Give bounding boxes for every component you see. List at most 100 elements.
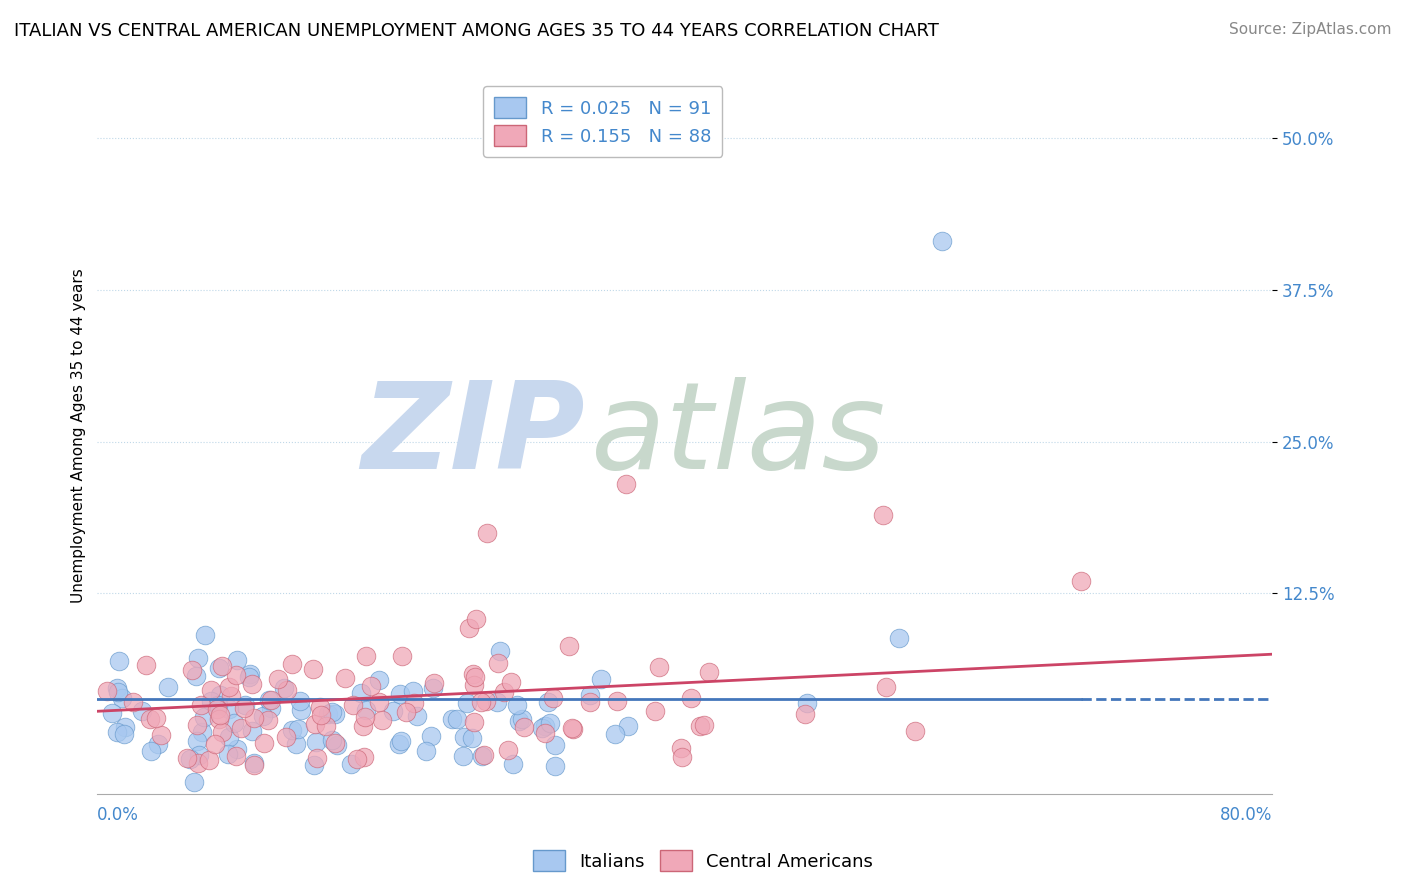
Point: [139, 712, 162, 726]
Point: [186, 669, 208, 683]
Point: [441, 712, 464, 726]
Point: [302, 662, 325, 676]
Point: [446, 712, 468, 726]
Point: [510, 712, 533, 726]
Point: [110, 691, 132, 706]
Y-axis label: Unemployment Among Ages 35 to 44 years: Unemployment Among Ages 35 to 44 years: [72, 268, 86, 603]
Point: [190, 698, 212, 713]
Text: 0.0%: 0.0%: [97, 806, 139, 824]
Point: [208, 689, 231, 703]
Text: ITALIAN VS CENTRAL AMERICAN UNEMPLOYMENT AMONG AGES 35 TO 44 YEARS CORRELATION C: ITALIAN VS CENTRAL AMERICAN UNEMPLOYMENT…: [14, 22, 939, 40]
Point: [644, 704, 666, 718]
Point: [589, 673, 612, 687]
Point: [499, 674, 522, 689]
Point: [131, 704, 153, 718]
Point: [533, 725, 555, 739]
Point: [494, 685, 516, 699]
Point: [112, 727, 135, 741]
Point: [179, 751, 201, 765]
Point: [463, 715, 485, 730]
Point: [187, 756, 209, 770]
Point: [872, 508, 894, 522]
Point: [461, 731, 484, 745]
Point: [217, 747, 239, 761]
Point: [101, 706, 124, 721]
Point: [208, 708, 231, 723]
Point: [145, 711, 167, 725]
Point: [135, 657, 157, 672]
Point: [191, 725, 214, 739]
Point: [506, 698, 529, 712]
Point: [200, 682, 222, 697]
Point: [240, 677, 263, 691]
Point: [273, 681, 295, 695]
Legend: R = 0.025   N = 91, R = 0.155   N = 88: R = 0.025 N = 91, R = 0.155 N = 88: [484, 87, 723, 157]
Point: [360, 679, 382, 693]
Point: [187, 651, 209, 665]
Point: [323, 736, 346, 750]
Point: [305, 734, 328, 748]
Legend: Italians, Central Americans: Italians, Central Americans: [526, 843, 880, 879]
Point: [371, 713, 394, 727]
Point: [354, 710, 377, 724]
Point: [614, 477, 637, 491]
Text: atlas: atlas: [591, 377, 886, 494]
Point: [887, 632, 910, 646]
Point: [276, 682, 298, 697]
Point: [148, 737, 170, 751]
Point: [353, 750, 375, 764]
Point: [562, 722, 585, 736]
Point: [603, 727, 626, 741]
Point: [368, 695, 391, 709]
Point: [290, 694, 312, 708]
Point: [502, 756, 524, 771]
Point: [342, 698, 364, 712]
Point: [451, 749, 474, 764]
Point: [423, 676, 446, 690]
Point: [285, 737, 308, 751]
Point: [1070, 574, 1092, 589]
Point: [931, 235, 953, 249]
Point: [796, 696, 818, 710]
Point: [157, 681, 180, 695]
Point: [904, 723, 927, 738]
Point: [225, 653, 247, 667]
Point: [422, 681, 444, 695]
Point: [486, 656, 509, 670]
Point: [381, 705, 404, 719]
Point: [472, 747, 495, 762]
Point: [252, 708, 274, 723]
Point: [208, 661, 231, 675]
Point: [267, 672, 290, 686]
Point: [274, 730, 297, 744]
Point: [679, 690, 702, 705]
Point: [287, 722, 309, 736]
Point: [238, 670, 260, 684]
Point: [389, 734, 412, 748]
Point: [218, 730, 240, 744]
Point: [461, 667, 484, 681]
Point: [326, 739, 349, 753]
Point: [693, 718, 716, 732]
Point: [321, 732, 343, 747]
Point: [498, 743, 520, 757]
Point: [121, 696, 143, 710]
Point: [544, 759, 567, 773]
Point: [281, 657, 304, 671]
Point: [689, 718, 711, 732]
Point: [108, 654, 131, 668]
Point: [308, 700, 330, 714]
Point: [176, 751, 198, 765]
Point: [242, 757, 264, 772]
Point: [415, 744, 437, 758]
Point: [606, 693, 628, 707]
Point: [207, 698, 229, 712]
Point: [697, 665, 720, 680]
Point: [304, 716, 326, 731]
Point: [486, 695, 509, 709]
Point: [464, 670, 486, 684]
Point: [96, 684, 118, 698]
Point: [193, 709, 215, 723]
Point: [186, 734, 208, 748]
Point: [470, 696, 492, 710]
